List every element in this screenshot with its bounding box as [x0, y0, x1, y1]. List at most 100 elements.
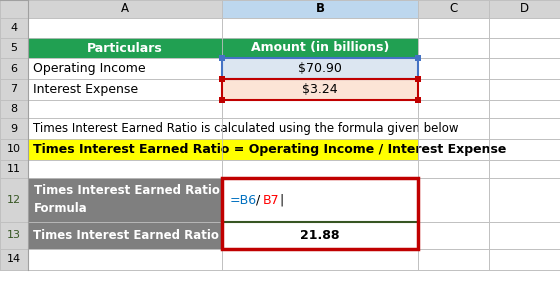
- Bar: [219, 76, 225, 82]
- Text: 7: 7: [11, 85, 17, 95]
- Text: Times Interest Earned Ratio = Operating Income / Interest Expense: Times Interest Earned Ratio = Operating …: [33, 143, 506, 156]
- Bar: [418, 249, 489, 270]
- Bar: [0, 58, 28, 79]
- Text: /: /: [256, 194, 260, 207]
- Text: 21.88: 21.88: [300, 229, 340, 242]
- Bar: [489, 118, 560, 139]
- Bar: [489, 249, 560, 270]
- Text: A: A: [121, 2, 129, 15]
- Bar: [489, 0, 560, 18]
- Bar: [28, 18, 222, 38]
- Bar: [28, 249, 222, 270]
- Text: Times Interest Earned Ratio: Times Interest Earned Ratio: [33, 229, 219, 242]
- Bar: [222, 79, 418, 100]
- Text: 13: 13: [7, 231, 21, 241]
- Text: C: C: [449, 2, 458, 15]
- Bar: [0, 160, 28, 178]
- Text: 4: 4: [11, 23, 17, 33]
- Bar: [222, 249, 418, 270]
- Bar: [219, 97, 225, 103]
- Bar: [418, 178, 489, 222]
- Text: 8: 8: [11, 104, 17, 114]
- Bar: [28, 38, 222, 58]
- Bar: [489, 18, 560, 38]
- Bar: [222, 0, 418, 18]
- Bar: [28, 38, 222, 58]
- Bar: [222, 178, 418, 222]
- Text: Interest Expense: Interest Expense: [33, 83, 138, 96]
- Bar: [0, 118, 28, 139]
- Bar: [489, 178, 560, 222]
- Text: $3.24: $3.24: [302, 83, 338, 96]
- Bar: [489, 38, 560, 58]
- Bar: [28, 178, 222, 222]
- Bar: [0, 18, 28, 38]
- Bar: [222, 118, 418, 139]
- Text: 12: 12: [7, 195, 21, 205]
- Text: =B6: =B6: [230, 194, 257, 207]
- Bar: [0, 79, 28, 100]
- Bar: [222, 160, 418, 178]
- Bar: [489, 100, 560, 118]
- Bar: [28, 139, 418, 160]
- Bar: [222, 79, 418, 100]
- Bar: [28, 222, 222, 249]
- Bar: [489, 160, 560, 178]
- Bar: [28, 160, 222, 178]
- Bar: [418, 38, 489, 58]
- Bar: [222, 222, 418, 249]
- Text: Amount (in billions): Amount (in billions): [251, 42, 389, 55]
- Bar: [28, 139, 222, 160]
- Text: B7: B7: [263, 194, 279, 207]
- Text: Times Interest Earned Ratio
Formula: Times Interest Earned Ratio Formula: [34, 185, 220, 215]
- Bar: [489, 139, 560, 160]
- Bar: [415, 55, 421, 61]
- Bar: [0, 0, 28, 18]
- Bar: [28, 100, 222, 118]
- Bar: [28, 222, 222, 249]
- Text: B: B: [315, 2, 324, 15]
- Bar: [28, 79, 222, 100]
- Bar: [222, 178, 418, 249]
- Bar: [418, 118, 489, 139]
- Bar: [28, 178, 222, 222]
- Bar: [418, 222, 489, 249]
- Bar: [28, 118, 222, 139]
- Bar: [418, 18, 489, 38]
- Text: 14: 14: [7, 255, 21, 265]
- Text: 11: 11: [7, 164, 21, 174]
- Bar: [222, 222, 418, 249]
- Text: 6: 6: [11, 64, 17, 74]
- Bar: [0, 100, 28, 118]
- Bar: [415, 97, 421, 103]
- Text: Particulars: Particulars: [87, 42, 163, 55]
- Bar: [222, 38, 418, 58]
- Bar: [222, 18, 418, 38]
- Text: 5: 5: [11, 43, 17, 53]
- Text: 10: 10: [7, 145, 21, 155]
- Bar: [418, 100, 489, 118]
- Bar: [0, 178, 28, 222]
- Bar: [28, 58, 222, 79]
- Bar: [219, 55, 225, 61]
- Bar: [418, 139, 489, 160]
- Text: |: |: [279, 194, 283, 207]
- Bar: [222, 58, 418, 79]
- Bar: [222, 38, 418, 58]
- Bar: [222, 100, 418, 118]
- Bar: [219, 76, 225, 82]
- Bar: [222, 139, 418, 160]
- Bar: [418, 58, 489, 79]
- Bar: [418, 0, 489, 18]
- Bar: [0, 249, 28, 270]
- Bar: [222, 79, 418, 100]
- Bar: [489, 79, 560, 100]
- Bar: [418, 160, 489, 178]
- Bar: [415, 76, 421, 82]
- Bar: [222, 58, 418, 79]
- Bar: [415, 76, 421, 82]
- Text: 9: 9: [11, 124, 17, 134]
- Bar: [0, 38, 28, 58]
- Bar: [418, 79, 489, 100]
- Text: Times Interest Earned Ratio is calculated using the formula given below: Times Interest Earned Ratio is calculate…: [33, 122, 459, 135]
